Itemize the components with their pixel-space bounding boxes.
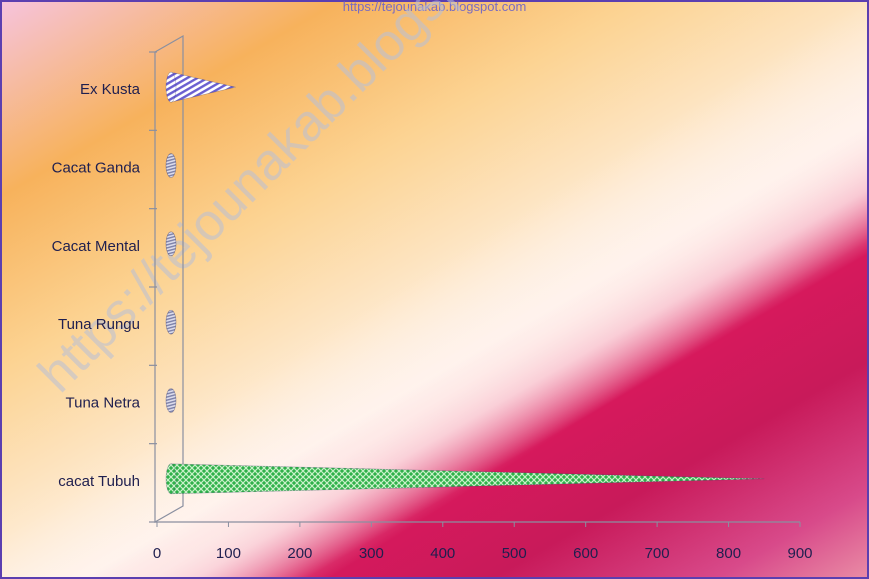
category-label: Cacat Ganda: [52, 160, 141, 177]
category-ticks: [149, 51, 157, 523]
bars: [165, 71, 765, 495]
category-label: Cacat Mental: [52, 238, 140, 255]
x-axis-labels: 0 100 200 300 400 500 600 700 800 900: [153, 545, 813, 562]
category-label: Tuna Netra: [66, 395, 141, 412]
x-tick-label: 200: [287, 545, 312, 562]
x-tick-label: 400: [430, 545, 455, 562]
x-tick-label: 0: [153, 545, 161, 562]
x-tick-label: 900: [787, 545, 812, 562]
category-label: Tuna Rungu: [58, 316, 140, 333]
category-label: Ex Kusta: [80, 81, 141, 98]
x-tick-label: 500: [502, 545, 527, 562]
bar-cacat-ganda: [165, 153, 177, 178]
x-tick-label: 600: [573, 545, 598, 562]
watermark-top-text: https://tejounakab.blogspot.com: [342, 0, 527, 14]
bar-ex-kusta: [165, 71, 236, 103]
x-tick-label: 300: [359, 545, 384, 562]
bar-tuna-rungu: [165, 309, 177, 335]
chart-back-wall: [154, 34, 800, 524]
x-tick-label: 700: [645, 545, 670, 562]
x-axis-ticks: [156, 522, 801, 527]
watermark-text: https://tejounakab.blogspot.com: [27, 0, 587, 403]
bar-cacat-tubuh: [165, 463, 765, 495]
x-tick-label: 100: [216, 545, 241, 562]
category-labels: cacat Tubuh Tuna Netra Tuna Rungu Cacat Men…: [52, 81, 141, 490]
bar-cacat-mental: [165, 231, 177, 257]
x-tick-label: 800: [716, 545, 741, 562]
category-label: cacat Tubuh: [58, 473, 140, 490]
bar-tuna-netra: [165, 388, 177, 413]
